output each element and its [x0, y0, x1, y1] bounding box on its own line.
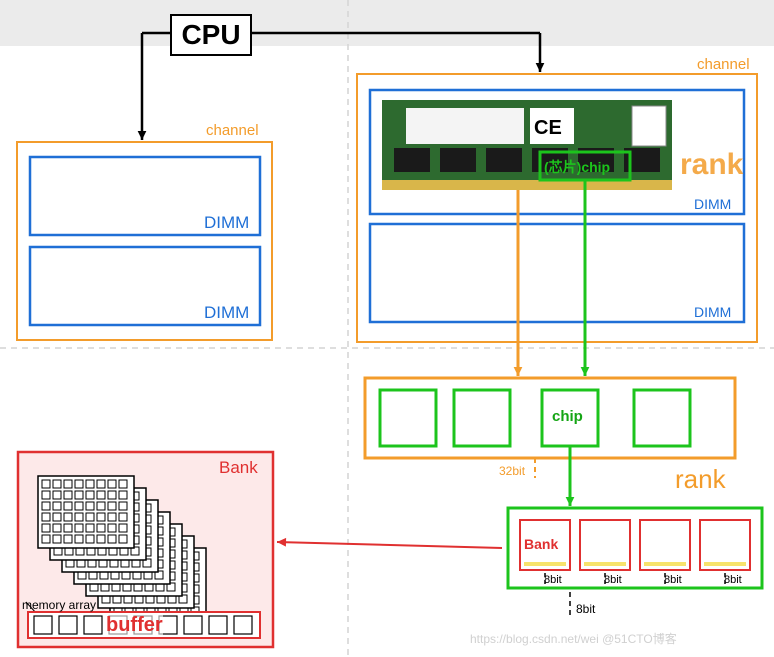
rankrow-bus-label: 32bit [499, 464, 525, 478]
rankrow-chip-label: chip [552, 408, 583, 425]
cpu-label: CPU [181, 19, 240, 50]
cpu-box: CPU [170, 14, 252, 56]
bankdetail-buffer-label: buffer [106, 614, 163, 637]
bankrow-8bit-2: 8bit [664, 574, 682, 586]
bankrow-8bit-1: 8bit [604, 574, 622, 586]
bankrow-bus-label: 8bit [576, 602, 595, 616]
right-dimm-1-label: DIMM [694, 304, 731, 320]
module-chip-label: (芯片)chip [544, 157, 610, 177]
bankrow-8bit-3: 8bit [724, 574, 742, 586]
left-dimm-1-label: DIMM [204, 303, 249, 323]
right-dimm-0-label: DIMM [694, 196, 731, 212]
svg-text:CE: CE [534, 117, 562, 139]
bankdetail-array-label: memory array [22, 598, 96, 612]
left-channel-label: channel [206, 122, 259, 139]
right-channel-label: channel [697, 56, 750, 73]
rankrow-label: rank [675, 464, 726, 495]
left-dimm-0-label: DIMM [204, 213, 249, 233]
module-rank-label: rank [680, 148, 743, 182]
bankdetail-title: Bank [219, 458, 258, 478]
bankrow-8bit-0: 8bit [544, 574, 562, 586]
watermark-text: https://blog.csdn.net/wei @51CTO博客 [470, 630, 677, 647]
bankrow-bank-label: Bank [524, 536, 558, 552]
